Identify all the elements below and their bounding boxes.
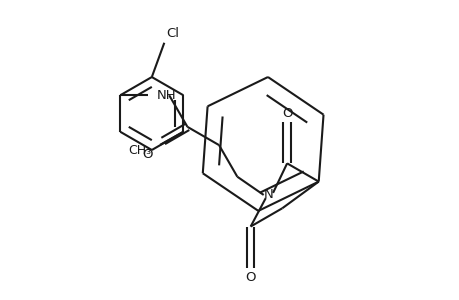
- Text: O: O: [245, 272, 255, 284]
- Text: O: O: [281, 106, 292, 120]
- Text: CH₃: CH₃: [129, 143, 151, 157]
- Text: O: O: [142, 148, 152, 161]
- Text: Cl: Cl: [166, 27, 179, 40]
- Text: NH: NH: [157, 89, 176, 102]
- Text: N: N: [263, 188, 273, 201]
